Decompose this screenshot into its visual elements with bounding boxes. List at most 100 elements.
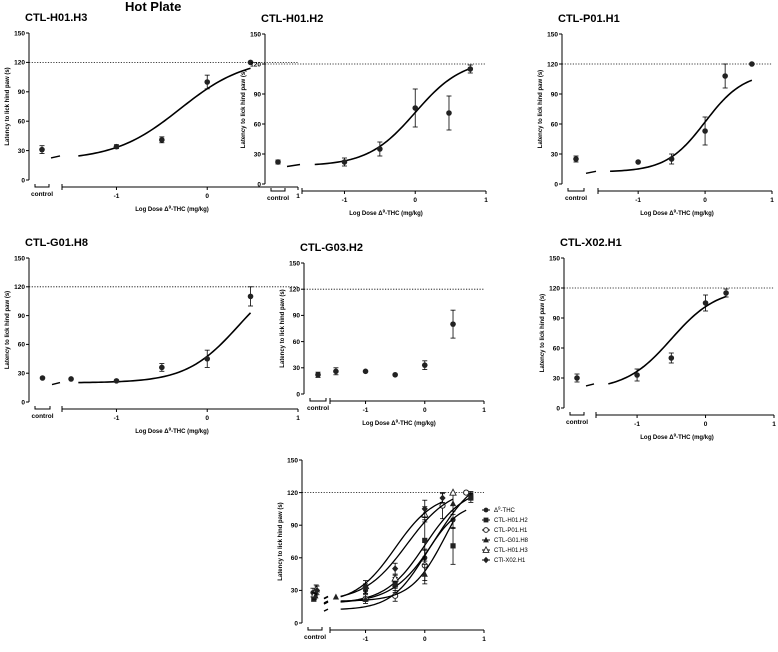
x-tick-label: -1 xyxy=(635,197,641,204)
y-axis-label: Latency to lick hind paw (s) xyxy=(5,67,11,145)
data-point xyxy=(341,159,348,165)
control-curve-stub xyxy=(51,381,61,386)
data-point xyxy=(702,300,709,306)
control-point xyxy=(312,592,319,599)
legend-entry: CTL-G01.H8 xyxy=(494,538,529,544)
control-point xyxy=(313,587,321,594)
control-bracket xyxy=(307,627,323,631)
y-tick-label: 90 xyxy=(293,313,301,320)
legend-marker xyxy=(483,527,489,533)
fit-curve xyxy=(608,295,727,385)
data-point xyxy=(668,355,675,361)
chart-panel-4: CTL-G01.H8 0 30 60 90 120 150 Latency to lick h… xyxy=(5,237,300,435)
y-tick-label: 90 xyxy=(18,313,26,320)
data-point xyxy=(467,66,474,72)
x-tick-label: -1 xyxy=(363,407,369,414)
data-point xyxy=(668,156,675,162)
control-bracket xyxy=(34,406,51,410)
x-tick-label: 1 xyxy=(296,415,300,422)
y-axis-label: Latency to lick hind paw (s) xyxy=(278,502,284,580)
y-tick-label: 30 xyxy=(254,151,262,158)
control-label: control xyxy=(31,191,53,198)
data-point xyxy=(463,489,470,496)
x-tick-label: -1 xyxy=(114,415,120,422)
series-3 xyxy=(311,489,470,612)
x-axis-label: Log Dose Δ9-THC (mg/kg) xyxy=(640,209,714,218)
control-point xyxy=(39,375,46,381)
panel-title: CTL-H01.H3 xyxy=(25,12,87,24)
control-curve-stub xyxy=(323,600,329,604)
x-tick-label: 0 xyxy=(703,197,707,204)
fit-curve xyxy=(340,509,467,610)
data-point xyxy=(113,143,120,150)
fit-curve xyxy=(340,498,454,597)
x-tick-label: -1 xyxy=(363,636,369,643)
legend-marker xyxy=(483,536,489,543)
data-point xyxy=(391,574,399,582)
x-axis-label: Log Dose Δ9-THC (mg/kg) xyxy=(362,419,436,428)
y-tick-label: 150 xyxy=(250,31,261,38)
y-tick-label: 0 xyxy=(21,177,25,184)
y-tick-label: 150 xyxy=(547,31,558,38)
legend-entry: CTl-X02.H1 xyxy=(494,558,526,564)
y-tick-label: 150 xyxy=(287,457,298,464)
y-axis-label: Latency to lick hind paw (s) xyxy=(280,289,286,367)
x-tick-label: -1 xyxy=(634,421,640,428)
data-point xyxy=(450,321,456,327)
data-point xyxy=(392,371,398,378)
control-curve-stub xyxy=(323,601,329,605)
data-point xyxy=(362,595,369,602)
y-tick-label: 120 xyxy=(549,285,560,292)
chart-panel-7: 0 30 60 90 120 150 Latency to lick hind paw (s… xyxy=(278,457,529,652)
x-tick-label: 1 xyxy=(484,197,488,204)
y-tick-label: 120 xyxy=(14,60,25,67)
control-bracket xyxy=(270,188,286,192)
legend-entry: CTL-H01.H2 xyxy=(494,518,528,524)
control-curve-stub xyxy=(286,163,301,168)
y-tick-label: 120 xyxy=(14,284,25,291)
data-point xyxy=(468,495,474,501)
y-tick-label: 0 xyxy=(294,620,298,627)
data-point xyxy=(702,128,708,134)
control-label: control xyxy=(304,634,326,641)
y-axis-label: Latency to lick hind paw (s) xyxy=(5,291,11,369)
x-axis-label: Log Dose Δ9-THC (mg/kg) xyxy=(135,427,209,436)
y-tick-label: 0 xyxy=(556,405,560,412)
control-bracket xyxy=(567,188,585,192)
series-1 xyxy=(315,309,456,378)
data-point xyxy=(247,59,254,66)
y-tick-label: 0 xyxy=(21,399,25,406)
y-tick-label: 60 xyxy=(293,339,301,346)
y-tick-label: 60 xyxy=(18,342,26,349)
panel-title: CTL-X02.H1 xyxy=(560,237,622,249)
y-tick-label: 150 xyxy=(289,260,300,267)
control-point xyxy=(275,159,281,165)
control-bracket xyxy=(34,184,50,188)
data-point xyxy=(159,364,165,371)
series-1 xyxy=(574,288,729,387)
chart-panel-6: CTL-X02.H1 0 30 60 90 120 150 Latency to lick h… xyxy=(540,237,776,441)
x-tick-label: 1 xyxy=(296,193,300,200)
control-label: control xyxy=(31,413,53,420)
x-tick-label: 0 xyxy=(413,197,417,204)
control-curve-stub xyxy=(585,383,595,387)
data-point xyxy=(421,505,428,513)
y-tick-label: 150 xyxy=(14,30,25,37)
series-1 xyxy=(275,64,474,168)
chart-panel-1: CTL-H01.H3 0 30 60 90 120 150 Latency to lick h… xyxy=(5,12,300,213)
y-tick-label: 60 xyxy=(291,555,299,562)
x-axis-label: Log Dose Δ9-THC (mg/kg) xyxy=(640,433,714,442)
data-point xyxy=(412,105,419,111)
data-point xyxy=(749,61,755,67)
data-point xyxy=(723,290,729,296)
control-bracket xyxy=(309,398,327,402)
legend-entry: CTL-P01.H1 xyxy=(494,528,528,534)
x-tick-label: -1 xyxy=(342,197,348,204)
y-tick-label: 30 xyxy=(293,365,301,372)
fit-curve xyxy=(610,79,753,173)
data-point xyxy=(421,362,428,368)
data-point xyxy=(450,543,456,549)
y-tick-label: 30 xyxy=(553,375,561,382)
x-axis-label: Log Dose Δ9-THC (mg/kg) xyxy=(349,209,423,218)
